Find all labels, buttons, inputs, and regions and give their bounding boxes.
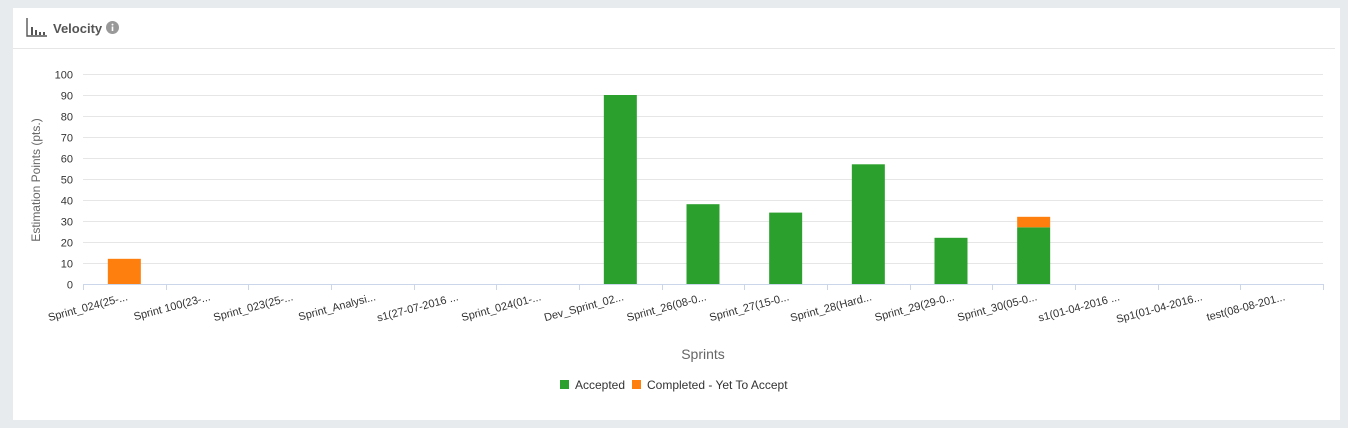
bar-accepted[interactable]: [686, 204, 720, 284]
x-tick-label: Sp1(01-04-2016...: [1115, 291, 1204, 326]
x-tick-label: Sprint_28(Hard...: [789, 291, 873, 324]
bar-accepted[interactable]: [1017, 227, 1051, 284]
legend-label: Completed - Yet To Accept: [647, 378, 788, 392]
bar-chart-icon: [26, 18, 47, 37]
x-tick-label: test(08-08-201...: [1205, 291, 1286, 323]
x-tick-label: Sprint_Analysi...: [297, 291, 377, 323]
panel-header: Velocity: [13, 8, 1335, 49]
y-axis-label: Estimation Points (pts.): [29, 118, 43, 241]
y-tick-label: 20: [61, 238, 73, 250]
x-axis-label: Sprints: [681, 346, 725, 362]
x-tick-label: Sprint_29(29-0...: [874, 291, 956, 324]
y-tick-label: 90: [61, 91, 73, 103]
x-tick-labels: Sprint_024(25-... Sprint 100(23-... Sprint…: [47, 291, 1287, 326]
y-tick-labels: 0 10 20 30 40 50 60 70 80 90 100: [55, 70, 73, 292]
y-tick-label: 40: [61, 196, 73, 208]
y-tick-label: 100: [55, 70, 73, 82]
x-tick-label: s1(01-04-2016 ...: [1037, 291, 1121, 324]
x-tick-label: Sprint_30(05-0...: [956, 291, 1038, 324]
velocity-panel: Velocity 0 10 20 30 40 50 60 70 80 90 100 Sprint_0…: [13, 8, 1340, 420]
y-tick-label: 70: [61, 133, 73, 145]
panel-title: Velocity: [53, 21, 103, 36]
legend-swatch-accepted: [560, 380, 569, 389]
x-tick-label: Sprint_26(08-0...: [626, 291, 708, 324]
y-tick-label: 10: [61, 259, 73, 271]
info-icon[interactable]: [106, 21, 119, 34]
y-tick-label: 0: [67, 280, 73, 292]
y-tick-label: 80: [61, 112, 73, 124]
bar-accepted[interactable]: [603, 95, 637, 284]
bar-completed-yet-to-accept[interactable]: [1017, 216, 1051, 228]
bar-accepted[interactable]: [769, 212, 803, 284]
x-tick-label: Sprint_024(01-...: [460, 291, 542, 324]
bars: [107, 95, 1051, 284]
x-tick-label: Sprint_27(15-0...: [708, 291, 790, 324]
bar-accepted[interactable]: [851, 164, 885, 284]
gridlines: [83, 74, 1323, 264]
x-tick-label: Sprint_023(25-...: [212, 291, 294, 324]
x-tick-label: s1(27-07-2016 ...: [376, 291, 460, 324]
y-tick-label: 60: [61, 154, 73, 166]
y-tick-label: 50: [61, 175, 73, 187]
bar-completed-yet-to-accept[interactable]: [107, 258, 141, 284]
legend-label: Accepted: [575, 378, 626, 392]
x-tick-label: Sprint 100(23-...: [132, 291, 211, 323]
bar-accepted[interactable]: [934, 237, 968, 284]
legend-swatch-completed: [632, 380, 641, 389]
x-tick-label: Sprint_024(25-...: [47, 291, 129, 324]
axes: [83, 284, 1324, 290]
y-tick-label: 30: [61, 217, 73, 229]
x-tick-label: Dev_Sprint_02...: [543, 291, 625, 324]
